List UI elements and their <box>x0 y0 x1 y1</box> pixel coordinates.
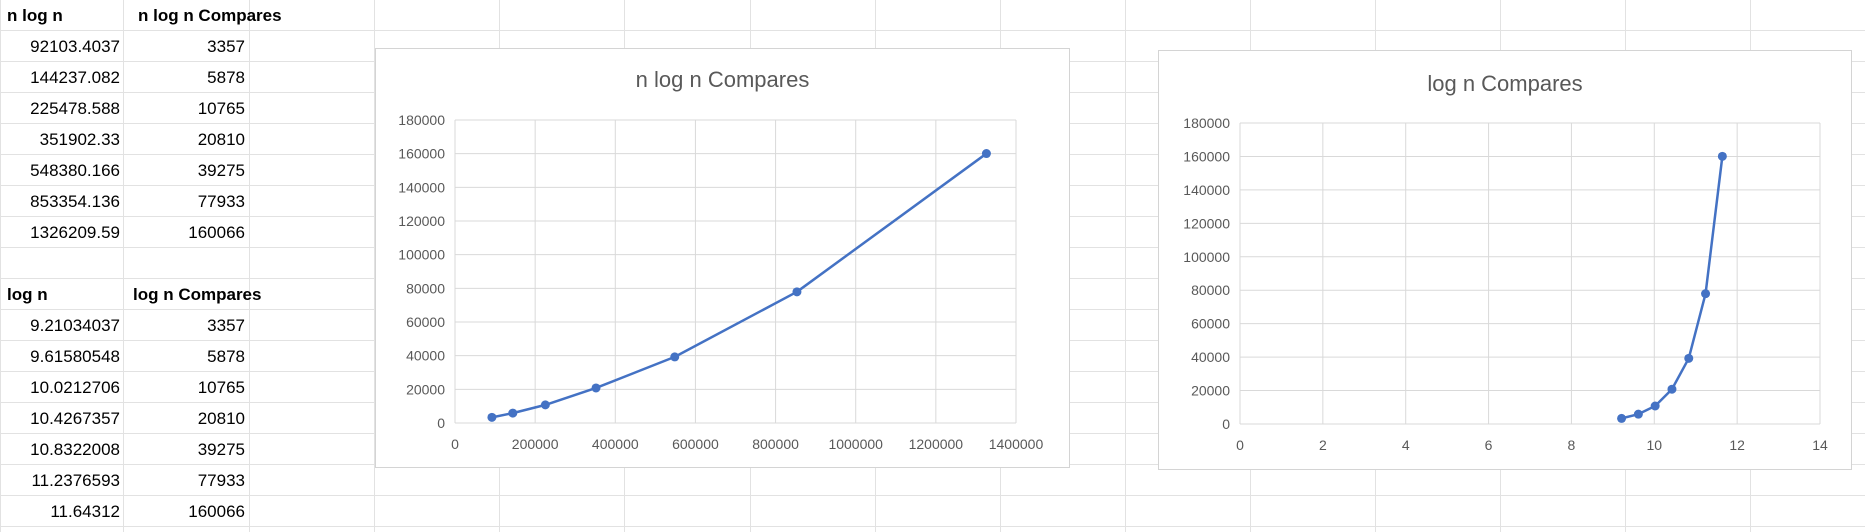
y-tick-label: 100000 <box>398 247 445 263</box>
table-cell-compares[interactable]: 77933 <box>197 192 245 211</box>
table-cell-compares[interactable]: 77933 <box>197 471 245 490</box>
data-point[interactable] <box>591 383 601 393</box>
table-cell-compares[interactable]: 10765 <box>197 378 245 397</box>
x-tick-label: 1000000 <box>828 436 883 452</box>
table-cell-x[interactable]: 10.0212706 <box>30 378 120 397</box>
y-tick-label: 80000 <box>406 280 445 296</box>
x-tick-label: 800000 <box>752 436 799 452</box>
data-point[interactable] <box>540 400 550 410</box>
data-point[interactable] <box>981 149 991 159</box>
chart-log-n-svg: log n Compares 0 20000 40000 60000 80000 10000… <box>1183 71 1828 453</box>
table-cell-compares[interactable]: 39275 <box>197 161 245 180</box>
data-point[interactable] <box>670 352 680 362</box>
x-tick-label: 10 <box>1646 437 1662 453</box>
table-cell-compares[interactable]: 3357 <box>207 316 245 335</box>
series-line <box>491 152 988 419</box>
table-cell-x[interactable]: 9.21034037 <box>30 316 120 335</box>
x-tick-label: 1400000 <box>989 436 1044 452</box>
chart-log-n-compares[interactable]: log n Compares 0 20000 40000 60000 80000 10000… <box>1158 50 1852 470</box>
data-point[interactable] <box>1667 384 1677 394</box>
data-point[interactable] <box>1701 289 1711 299</box>
x-tick-label: 8 <box>1568 437 1576 453</box>
series-line <box>1621 156 1724 420</box>
table-cell-compares[interactable]: 160066 <box>188 223 245 242</box>
table-cell-x[interactable]: 92103.4037 <box>30 37 120 56</box>
y-tick-label: 40000 <box>1191 349 1230 365</box>
x-tick-label: 0 <box>1236 437 1244 453</box>
y-tick-label: 140000 <box>398 179 445 195</box>
table-cell-compares[interactable]: 20810 <box>197 130 245 149</box>
table-cell-x[interactable]: 10.8322008 <box>30 440 120 459</box>
y-tick-label: 160000 <box>1183 148 1230 164</box>
header-log-n-compares[interactable]: log n Compares <box>133 285 262 304</box>
x-tick-label: 1200000 <box>909 436 964 452</box>
y-tick-label: 40000 <box>406 348 445 364</box>
table-cell-x[interactable]: 9.61580548 <box>30 347 120 366</box>
y-tick-label: 180000 <box>398 112 445 128</box>
table-cell-x[interactable]: 11.64312 <box>50 502 120 521</box>
y-tick-label: 20000 <box>1191 383 1230 399</box>
table-cell-x[interactable]: 225478.588 <box>30 99 120 118</box>
data-point[interactable] <box>508 408 518 418</box>
y-tick-label: 60000 <box>406 314 445 330</box>
x-tick-label: 14 <box>1812 437 1828 453</box>
table-cell-compares[interactable]: 10765 <box>197 99 245 118</box>
table-cell-x[interactable]: 853354.136 <box>30 192 120 211</box>
table-cell-compares[interactable]: 20810 <box>197 409 245 428</box>
table-cell-compares[interactable]: 3357 <box>207 37 245 56</box>
y-tick-label: 120000 <box>398 213 445 229</box>
table-cell-x[interactable]: 11.2376593 <box>31 471 120 490</box>
header-n-log-n-compares[interactable]: n log n Compares <box>138 6 282 25</box>
data-point[interactable] <box>1617 413 1627 423</box>
table-cell-x[interactable]: 548380.166 <box>30 161 120 180</box>
y-tick-label: 20000 <box>406 381 445 397</box>
data-point[interactable] <box>1650 401 1660 411</box>
data-point[interactable] <box>1717 151 1727 161</box>
x-tick-label: 0 <box>451 436 459 452</box>
table-cell-compares[interactable]: 39275 <box>197 440 245 459</box>
data-point[interactable] <box>1633 409 1643 419</box>
x-tick-label: 600000 <box>672 436 719 452</box>
table-cell-x[interactable]: 144237.082 <box>30 68 120 87</box>
table-cell-compares[interactable]: 5878 <box>207 347 245 366</box>
x-tick-label: 2 <box>1319 437 1327 453</box>
data-point[interactable] <box>792 287 802 297</box>
y-tick-label: 140000 <box>1183 182 1230 198</box>
x-tick-label: 12 <box>1729 437 1745 453</box>
y-tick-label: 80000 <box>1191 282 1230 298</box>
chart-n-log-n-compares[interactable]: n log n Compares 0 20000 40000 60000 80000 100… <box>375 48 1070 468</box>
chart-n-log-n-svg: n log n Compares 0 20000 40000 60000 80000 100… <box>398 67 1044 452</box>
table-cell-x[interactable]: 1326209.59 <box>30 223 120 242</box>
data-point[interactable] <box>1684 353 1694 363</box>
header-n-log-n[interactable]: n log n <box>7 6 63 25</box>
y-tick-label: 180000 <box>1183 115 1230 131</box>
x-tick-label: 400000 <box>592 436 639 452</box>
y-tick-label: 100000 <box>1183 249 1230 265</box>
x-tick-label: 200000 <box>512 436 559 452</box>
x-tick-label: 6 <box>1485 437 1493 453</box>
chart-title: n log n Compares <box>636 67 810 92</box>
x-tick-label: 4 <box>1402 437 1410 453</box>
chart-title: log n Compares <box>1427 71 1582 96</box>
table-cell-x[interactable]: 10.4267357 <box>30 409 120 428</box>
y-tick-label: 0 <box>1222 416 1230 432</box>
y-tick-label: 60000 <box>1191 316 1230 332</box>
y-tick-label: 120000 <box>1183 215 1230 231</box>
table-cell-compares[interactable]: 5878 <box>207 68 245 87</box>
table-cell-compares[interactable]: 160066 <box>188 502 245 521</box>
data-point[interactable] <box>487 412 497 422</box>
table-cell-x[interactable]: 351902.33 <box>39 130 120 149</box>
y-tick-label: 160000 <box>398 146 445 162</box>
header-log-n[interactable]: log n <box>7 285 48 304</box>
y-tick-label: 0 <box>437 415 445 431</box>
